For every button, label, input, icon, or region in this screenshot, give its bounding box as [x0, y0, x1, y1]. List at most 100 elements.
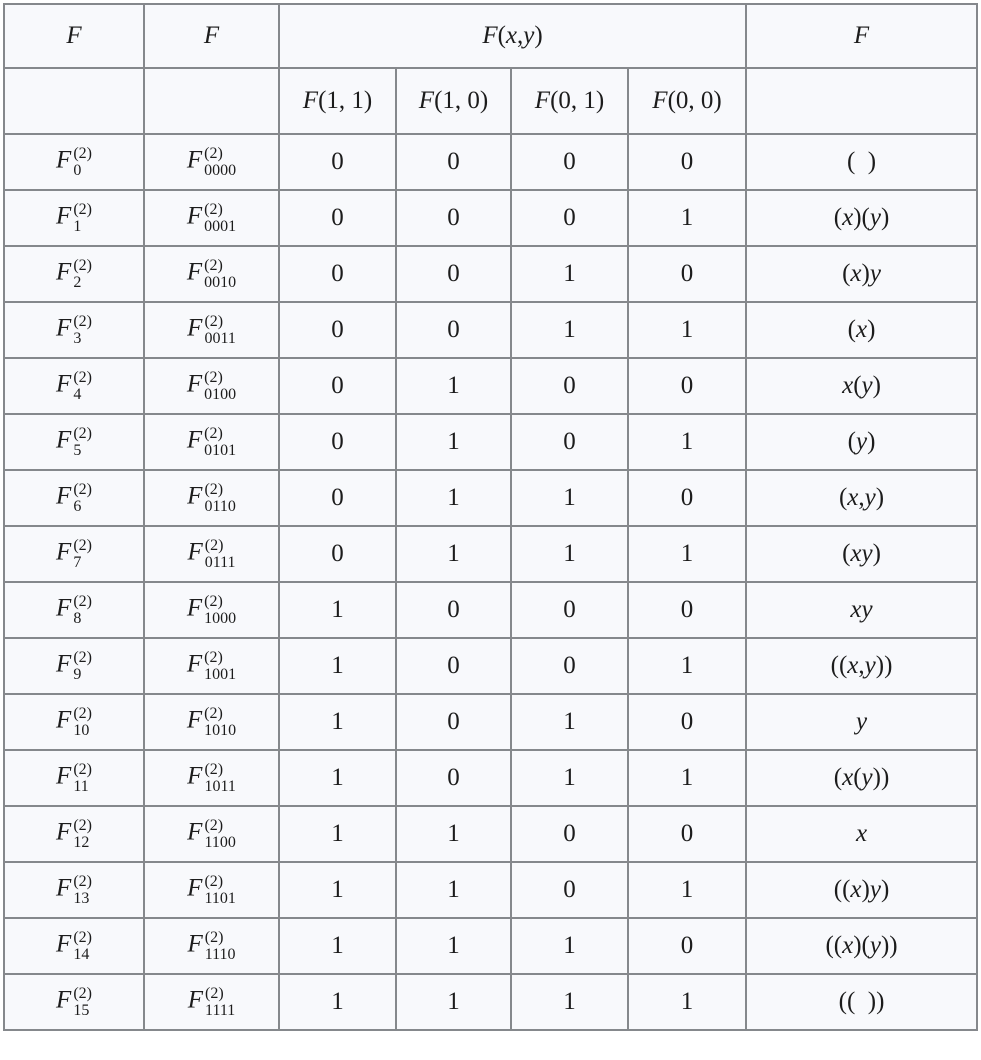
value-f01-cell: 1	[510, 469, 629, 527]
function-code-cell: F (2) 1111	[143, 973, 280, 1031]
function-code-label: F (2) 0111	[187, 537, 236, 571]
value-f01-cell: 1	[510, 301, 629, 359]
value-f10-cell: 0	[395, 693, 512, 751]
value-f01-cell: 1	[510, 749, 629, 807]
value-f00-cell: 1	[626, 973, 748, 1031]
function-code-cell: F (2) 1001	[143, 637, 280, 695]
value-f11-cell: 1	[278, 693, 397, 751]
function-index-label: F (2) 9	[56, 649, 92, 683]
function-code-cell: F (2) 0010	[143, 245, 280, 303]
value-f00-cell: 0	[626, 245, 748, 303]
table-row: F (2) 2 F (2) 0010 0 0 1 0 (x)y	[3, 245, 979, 303]
formula-cell: (( ))	[745, 973, 979, 1031]
formula-cell: (x)y	[745, 245, 979, 303]
value-f00-cell: 0	[626, 133, 748, 191]
value-f01-cell: 1	[510, 693, 629, 751]
value-f00-cell: 1	[626, 749, 748, 807]
value-f11-cell: 1	[278, 861, 397, 919]
formula-cell: x	[745, 805, 979, 863]
table-row: F (2) 6 F (2) 0110 0 1 1 0 (x,y)	[3, 469, 979, 527]
value-f00-cell: 1	[626, 189, 748, 247]
function-index-cell: F (2) 1	[3, 189, 145, 247]
value-f10-cell: 1	[395, 469, 512, 527]
function-code-label: F (2) 1100	[187, 817, 236, 851]
value-f10-cell: 1	[395, 861, 512, 919]
function-code-cell: F (2) 1110	[143, 917, 280, 975]
function-index-cell: F (2) 13	[3, 861, 145, 919]
formula-cell: y	[745, 693, 979, 751]
value-f00-cell: 1	[626, 637, 748, 695]
function-index-cell: F (2) 12	[3, 805, 145, 863]
function-code-cell: F (2) 1011	[143, 749, 280, 807]
function-code-label: F (2) 1000	[186, 593, 237, 627]
function-code-cell: F (2) 1100	[143, 805, 280, 863]
header-empty-code	[143, 67, 280, 135]
function-index-label: F (2) 12	[56, 817, 92, 851]
table-row: F (2) 3 F (2) 0011 0 0 1 1 (x)	[3, 301, 979, 359]
formula-cell: ( )	[745, 133, 979, 191]
value-f10-cell: 1	[395, 973, 512, 1031]
value-f01-cell: 0	[510, 357, 629, 415]
function-index-label: F (2) 7	[56, 537, 92, 571]
function-code-label: F (2) 1001	[186, 649, 237, 683]
subheader-f00: F(0, 0)	[626, 67, 748, 135]
function-code-label: F (2) 1011	[187, 761, 236, 795]
function-index-cell: F (2) 9	[3, 637, 145, 695]
function-code-cell: F (2) 0101	[143, 413, 280, 471]
table-row: F (2) 0 F (2) 0000 0 0 0 0 ( )	[3, 133, 979, 191]
function-code-cell: F (2) 0110	[143, 469, 280, 527]
function-code-cell: F (2) 1000	[143, 581, 280, 639]
function-index-label: F (2) 1	[56, 201, 92, 235]
function-code-label: F (2) 0000	[186, 145, 237, 179]
function-code-cell: F (2) 1101	[143, 861, 280, 919]
function-code-label: F (2) 1110	[187, 929, 236, 963]
value-f11-cell: 1	[278, 973, 397, 1031]
value-f11-cell: 0	[278, 245, 397, 303]
value-f11-cell: 1	[278, 917, 397, 975]
function-code-label: F (2) 0001	[186, 201, 237, 235]
value-f00-cell: 1	[626, 301, 748, 359]
function-code-label: F (2) 1111	[187, 985, 236, 1019]
formula-cell: ((x)(y))	[745, 917, 979, 975]
header-f-code: F	[143, 3, 280, 69]
function-index-label: F (2) 4	[56, 369, 92, 403]
header-fxy: F(x,y)	[277, 3, 748, 69]
value-f11-cell: 0	[278, 469, 397, 527]
value-f11-cell: 0	[278, 189, 397, 247]
value-f11-cell: 1	[278, 805, 397, 863]
function-index-label: F (2) 6	[56, 481, 92, 515]
function-code-cell: F (2) 0001	[143, 189, 280, 247]
table-row: F (2) 8 F (2) 1000 1 0 0 0 xy	[3, 581, 979, 639]
function-index-cell: F (2) 15	[3, 973, 145, 1031]
function-code-label: F (2) 0100	[186, 369, 237, 403]
function-index-label: F (2) 15	[56, 985, 92, 1019]
function-code-label: F (2) 0101	[186, 425, 237, 459]
function-index-label: F (2) 2	[56, 257, 92, 291]
function-index-cell: F (2) 2	[3, 245, 145, 303]
function-index-cell: F (2) 10	[3, 693, 145, 751]
value-f01-cell: 1	[510, 973, 629, 1031]
value-f01-cell: 0	[510, 133, 629, 191]
table-body: F (2) 0 F (2) 0000 0 0 0 0 ( ) F (2) 1 F (2) 000…	[3, 133, 979, 1031]
value-f00-cell: 1	[626, 861, 748, 919]
header-f-index: F	[3, 3, 145, 69]
table-row: F (2) 13 F (2) 1101 1 1 0 1 ((x)y)	[3, 861, 979, 919]
function-index-label: F (2) 5	[56, 425, 92, 459]
table-row: F (2) 4 F (2) 0100 0 1 0 0 x(y)	[3, 357, 979, 415]
function-index-cell: F (2) 3	[3, 301, 145, 359]
function-index-label: F (2) 10	[56, 705, 92, 739]
value-f00-cell: 0	[626, 917, 748, 975]
formula-cell: (y)	[745, 413, 979, 471]
table-row: F (2) 1 F (2) 0001 0 0 0 1 (x)(y)	[3, 189, 979, 247]
table-row: F (2) 9 F (2) 1001 1 0 0 1 ((x,y))	[3, 637, 979, 695]
header-f-index-label: F	[66, 22, 82, 49]
function-code-label: F (2) 1010	[186, 705, 237, 739]
formula-cell: (x(y))	[745, 749, 979, 807]
value-f01-cell: 0	[510, 413, 629, 471]
value-f00-cell: 1	[626, 413, 748, 471]
function-index-cell: F (2) 11	[3, 749, 145, 807]
value-f11-cell: 0	[278, 357, 397, 415]
value-f11-cell: 0	[278, 413, 397, 471]
table-row: F (2) 14 F (2) 1110 1 1 1 0 ((x)(y))	[3, 917, 979, 975]
header-empty-formula	[745, 67, 979, 135]
